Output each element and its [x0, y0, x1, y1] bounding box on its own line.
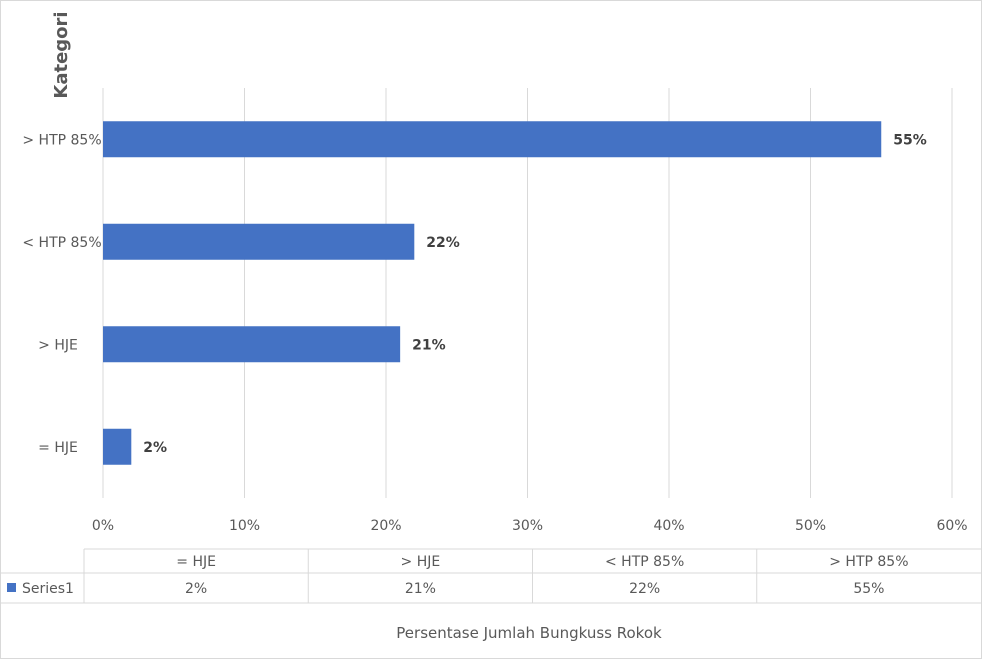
x-tick-label: 20%: [370, 518, 401, 534]
data-table: = HJE 2% > HJE 21% < HTP 85% 22% > HTP 85% 55% S…: [0, 549, 981, 603]
table-header-cell: > HJE: [401, 554, 441, 570]
category-label: > HJE: [38, 337, 78, 353]
table-header-cell: = HJE: [176, 554, 216, 570]
bar: [103, 224, 414, 260]
bar: [103, 326, 400, 362]
data-label: 22%: [426, 235, 460, 251]
table-header-cell: > HTP 85%: [829, 554, 908, 570]
category-label: > HTP 85%: [22, 132, 101, 148]
data-label: 21%: [412, 337, 446, 353]
table-header-cell: < HTP 85%: [605, 554, 684, 570]
legend-key: [7, 583, 16, 592]
x-tick-label: 30%: [512, 518, 543, 534]
x-tick-label: 10%: [229, 518, 260, 534]
x-tick-label: 60%: [936, 518, 967, 534]
table-value-cell: 22%: [629, 581, 660, 597]
y-axis-title: Kategori: [51, 11, 72, 98]
x-tick-label: 0%: [92, 518, 114, 534]
data-label: 2%: [143, 440, 167, 456]
table-value-cell: 55%: [853, 581, 884, 597]
bar: [103, 429, 131, 465]
category-label: = HJE: [38, 440, 78, 456]
x-tick-label: 50%: [795, 518, 826, 534]
bars: [103, 121, 881, 465]
bar: [103, 121, 881, 157]
data-label: 55%: [893, 132, 927, 148]
category-label: < HTP 85%: [22, 235, 101, 251]
x-axis-title: Persentase Jumlah Bungkuss Rokok: [396, 624, 662, 642]
table-value-cell: 21%: [405, 581, 436, 597]
x-tick-label: 40%: [653, 518, 684, 534]
table-value-cell: 2%: [185, 581, 207, 597]
legend-series-label: Series1: [22, 581, 74, 597]
